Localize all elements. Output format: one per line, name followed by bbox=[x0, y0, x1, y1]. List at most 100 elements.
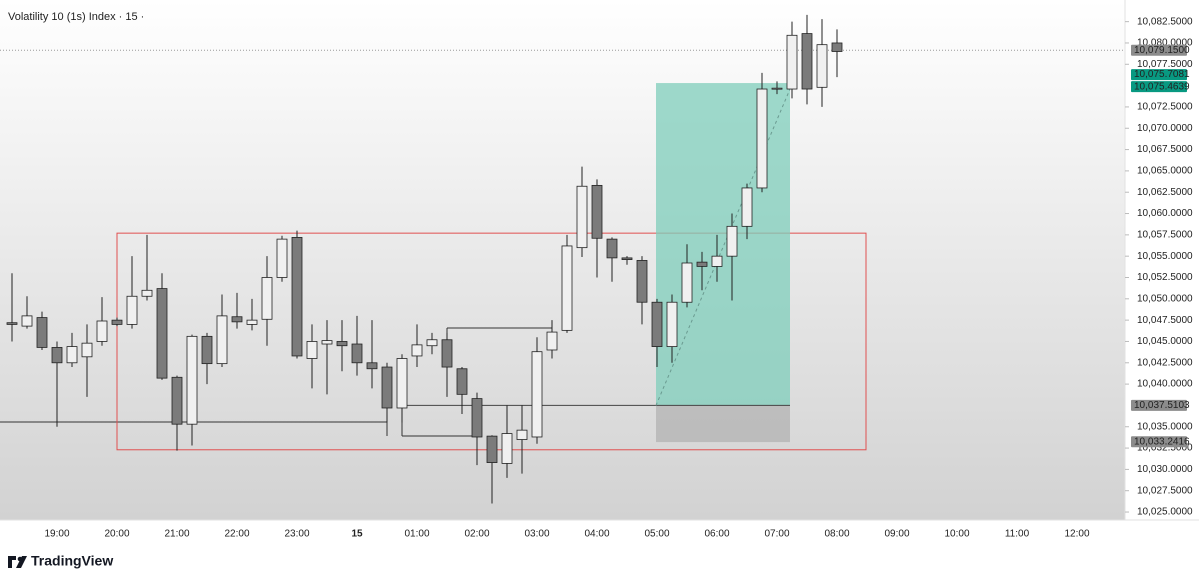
x-tick-label: 09:00 bbox=[884, 529, 909, 540]
candle-body bbox=[171, 376, 183, 425]
candle-body bbox=[621, 257, 633, 260]
chart-layer bbox=[0, 49, 1125, 451]
candle-body bbox=[366, 362, 378, 370]
y-tick-label: 10,045.0000 bbox=[1137, 336, 1193, 347]
candle-body bbox=[336, 341, 348, 347]
candle-body bbox=[441, 339, 453, 368]
y-tick-label: 10,070.0000 bbox=[1137, 123, 1193, 134]
y-tick-label: 10,060.0000 bbox=[1137, 208, 1193, 219]
candle-body bbox=[756, 88, 768, 189]
y-tick-label: 10,032.5000 bbox=[1137, 443, 1193, 454]
stop-zone bbox=[656, 405, 790, 443]
y-tick-label: 10,072.5000 bbox=[1137, 102, 1193, 113]
candle-body bbox=[726, 225, 738, 257]
candle-body bbox=[111, 319, 123, 325]
x-tick-label: 10:00 bbox=[944, 529, 969, 540]
candle-body bbox=[786, 34, 798, 90]
candle-body bbox=[501, 433, 513, 464]
candle-body bbox=[321, 340, 333, 345]
candle-body bbox=[231, 316, 243, 323]
candle-body bbox=[36, 317, 48, 348]
candle-body bbox=[591, 184, 603, 239]
candle-body bbox=[471, 398, 483, 438]
y-tick-label: 10,057.5000 bbox=[1137, 229, 1193, 240]
candle-body bbox=[66, 346, 78, 364]
brand-name: TradingView bbox=[31, 553, 113, 569]
candle-body bbox=[801, 33, 813, 90]
price-label: 10,075.7081 bbox=[1134, 69, 1190, 80]
y-tick-label: 10,047.5000 bbox=[1137, 315, 1193, 326]
candle-body bbox=[291, 237, 303, 357]
x-tick-label: 11:00 bbox=[1005, 529, 1030, 540]
y-tick-label: 10,052.5000 bbox=[1137, 272, 1193, 283]
candle-body bbox=[636, 260, 648, 303]
y-tick-label: 10,077.5000 bbox=[1137, 59, 1193, 70]
price-label: 10,033.2416 bbox=[1134, 436, 1190, 447]
price-label-box bbox=[1131, 399, 1187, 411]
x-tick-label: 04:00 bbox=[584, 529, 609, 540]
y-tick-label: 10,040.0000 bbox=[1137, 379, 1193, 390]
y-tick-label: 10,055.0000 bbox=[1137, 251, 1193, 262]
x-tick-label: 19:00 bbox=[44, 529, 69, 540]
candle-body bbox=[456, 368, 468, 395]
candle-body bbox=[561, 245, 573, 331]
candle-body bbox=[531, 351, 543, 438]
candle-body bbox=[741, 187, 753, 227]
x-tick-label: 05:00 bbox=[644, 529, 669, 540]
candle-body bbox=[126, 295, 138, 325]
candle-body bbox=[666, 301, 678, 347]
logo-dot bbox=[17, 556, 23, 562]
price-label: 10,037.5103 bbox=[1134, 400, 1190, 411]
candle-body bbox=[351, 343, 363, 364]
candle-body bbox=[711, 255, 723, 267]
x-tick-label: 08:00 bbox=[824, 529, 849, 540]
y-tick-label: 10,042.5000 bbox=[1137, 357, 1193, 368]
candle-body bbox=[141, 289, 153, 297]
candle-body bbox=[81, 342, 93, 358]
candle-body bbox=[831, 42, 843, 52]
candle-body bbox=[411, 344, 423, 357]
candle-body bbox=[186, 335, 198, 425]
candle-body bbox=[156, 288, 168, 379]
price-label: 10,079.1500 bbox=[1134, 45, 1190, 56]
x-tick-label: 22:00 bbox=[224, 529, 249, 540]
candle-body bbox=[516, 429, 528, 440]
candle-body bbox=[681, 262, 693, 303]
y-tick-label: 10,065.0000 bbox=[1137, 166, 1193, 177]
candle-body bbox=[771, 87, 783, 90]
price-label-box bbox=[1131, 44, 1187, 56]
candle-body bbox=[96, 320, 108, 342]
x-tick-label: 06:00 bbox=[704, 529, 729, 540]
x-tick-label: 23:00 bbox=[284, 529, 309, 540]
x-tick-label: 03:00 bbox=[524, 529, 549, 540]
x-tick-label: 02:00 bbox=[464, 529, 489, 540]
brand-logo: TradingView bbox=[8, 553, 113, 569]
y-tick-label: 10,062.5000 bbox=[1137, 187, 1193, 198]
candle-body bbox=[696, 261, 708, 267]
candle-body bbox=[381, 366, 393, 409]
candle-body bbox=[306, 341, 318, 359]
candle-body bbox=[426, 339, 438, 347]
candle-body bbox=[201, 335, 213, 365]
candle-body bbox=[816, 44, 828, 88]
y-tick-label: 10,025.0000 bbox=[1137, 507, 1193, 518]
chart-title: Volatility 10 (1s) Index · 15 · bbox=[8, 11, 144, 23]
y-tick-label: 10,080.0000 bbox=[1137, 38, 1193, 49]
y-tick-label: 10,035.0000 bbox=[1137, 421, 1193, 432]
x-tick-label: 15 bbox=[351, 529, 363, 540]
y-tick-label: 10,067.5000 bbox=[1137, 144, 1193, 155]
y-tick-label: 10,082.5000 bbox=[1137, 16, 1193, 27]
candle-body bbox=[486, 435, 498, 463]
candle-body bbox=[51, 347, 63, 364]
price-label-box bbox=[1131, 69, 1187, 81]
y-tick-label: 10,050.0000 bbox=[1137, 293, 1193, 304]
candle-body bbox=[6, 322, 18, 325]
price-label-box bbox=[1131, 81, 1187, 93]
candle-body bbox=[546, 331, 558, 351]
candle-body bbox=[396, 358, 408, 409]
y-tick-label: 10,030.0000 bbox=[1137, 464, 1193, 475]
profit-zone bbox=[656, 83, 790, 406]
y-tick-label: 10,027.5000 bbox=[1137, 485, 1193, 496]
candle-body bbox=[246, 319, 258, 325]
